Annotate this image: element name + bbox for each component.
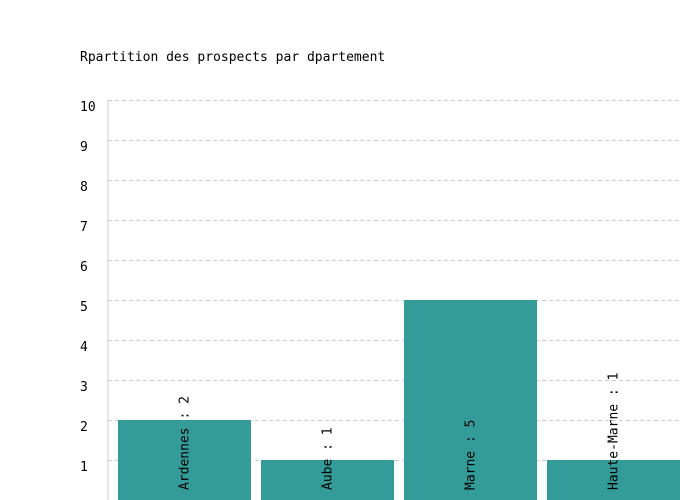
y-tick-label: 4 — [80, 340, 88, 355]
y-tick-label: 1 — [80, 460, 88, 475]
y-tick-label: 7 — [80, 220, 88, 235]
y-tick-label: 10 — [80, 100, 96, 115]
bar-label: Haute-Marne : 1 — [607, 373, 622, 490]
bar-ardennes — [118, 420, 251, 500]
y-tick-label: 5 — [80, 300, 88, 315]
bar-label: Aube : 1 — [321, 427, 336, 490]
y-tick-label: 8 — [80, 180, 88, 195]
y-tick-labels: 1 2 3 4 5 6 7 8 9 10 — [80, 100, 96, 475]
bar-marne — [404, 300, 537, 500]
y-tick-label: 3 — [80, 380, 88, 395]
y-tick-label: 6 — [80, 260, 88, 275]
bar-haute-marne — [547, 460, 680, 500]
gridlines — [108, 100, 680, 461]
bar-label: Ardennes : 2 — [178, 396, 193, 490]
bar-label: Marne : 5 — [464, 420, 479, 490]
bars — [118, 300, 680, 500]
y-tick-label: 2 — [80, 420, 88, 435]
bar-labels: Ardennes : 2 Aube : 1 Marne : 5 Haute-Marne… — [178, 373, 622, 490]
y-tick-label: 9 — [80, 140, 88, 155]
chart-title: Rpartition des prospects par dpartement — [80, 50, 386, 65]
bar-aube — [261, 460, 394, 500]
